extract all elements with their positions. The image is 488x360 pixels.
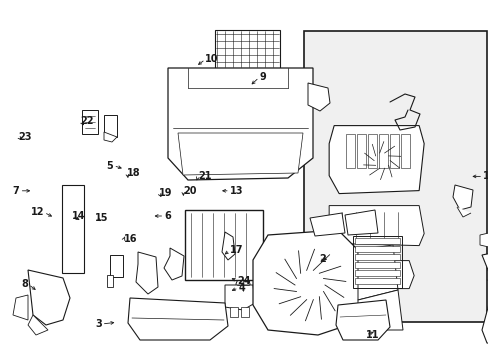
Text: 21: 21 (198, 171, 211, 181)
Text: 8: 8 (21, 279, 28, 289)
Polygon shape (345, 210, 377, 235)
Polygon shape (309, 213, 345, 236)
Text: 2: 2 (318, 254, 325, 264)
Bar (354, 254, 399, 260)
Polygon shape (481, 250, 488, 345)
Polygon shape (357, 290, 402, 330)
Polygon shape (128, 298, 227, 340)
Text: 19: 19 (159, 188, 172, 198)
Polygon shape (333, 261, 413, 289)
Text: 16: 16 (123, 234, 137, 244)
Polygon shape (224, 285, 254, 310)
Text: 18: 18 (127, 168, 141, 178)
Text: 5: 5 (106, 161, 113, 171)
Polygon shape (307, 83, 329, 111)
Polygon shape (168, 68, 312, 180)
Polygon shape (389, 134, 398, 168)
Bar (354, 246, 399, 252)
Bar (215, 30, 280, 68)
Text: 1: 1 (482, 171, 488, 181)
Bar (82, 110, 98, 134)
Bar (110, 255, 123, 277)
Bar (354, 278, 399, 284)
Polygon shape (222, 232, 235, 260)
Polygon shape (28, 315, 48, 335)
Bar (354, 270, 399, 276)
Text: 11: 11 (365, 330, 379, 340)
Polygon shape (346, 134, 354, 168)
Bar (184, 210, 263, 280)
Polygon shape (28, 270, 70, 325)
Polygon shape (252, 230, 362, 335)
Text: 24: 24 (237, 276, 250, 286)
Text: 4: 4 (238, 283, 245, 293)
Polygon shape (163, 248, 183, 280)
Bar (354, 238, 399, 244)
Bar (62, 185, 84, 273)
Text: 17: 17 (229, 245, 243, 255)
Text: 22: 22 (81, 116, 94, 126)
Bar (304, 31, 486, 322)
Polygon shape (335, 300, 389, 340)
Polygon shape (136, 252, 158, 294)
Polygon shape (456, 207, 470, 217)
Text: 14: 14 (72, 211, 86, 221)
Polygon shape (479, 232, 488, 248)
Text: 12: 12 (30, 207, 44, 217)
Bar (229, 307, 238, 317)
Text: 3: 3 (95, 319, 102, 329)
Text: 23: 23 (19, 132, 32, 142)
Polygon shape (356, 134, 366, 168)
Polygon shape (400, 134, 409, 168)
Text: 9: 9 (259, 72, 265, 82)
Polygon shape (13, 295, 28, 320)
Polygon shape (378, 134, 387, 168)
Polygon shape (104, 132, 117, 142)
Bar (354, 262, 399, 268)
Polygon shape (328, 126, 423, 194)
Bar (104, 115, 117, 137)
Polygon shape (367, 134, 376, 168)
Polygon shape (357, 245, 397, 300)
Text: 6: 6 (164, 211, 171, 221)
Text: 7: 7 (13, 186, 20, 196)
Text: 13: 13 (229, 186, 243, 196)
Bar (107, 275, 113, 287)
Bar (352, 236, 401, 288)
Text: 20: 20 (183, 186, 197, 196)
Text: 15: 15 (95, 213, 109, 223)
Polygon shape (178, 133, 303, 175)
Bar (241, 307, 248, 317)
Polygon shape (452, 185, 472, 210)
Text: 10: 10 (205, 54, 219, 64)
Polygon shape (328, 206, 423, 246)
